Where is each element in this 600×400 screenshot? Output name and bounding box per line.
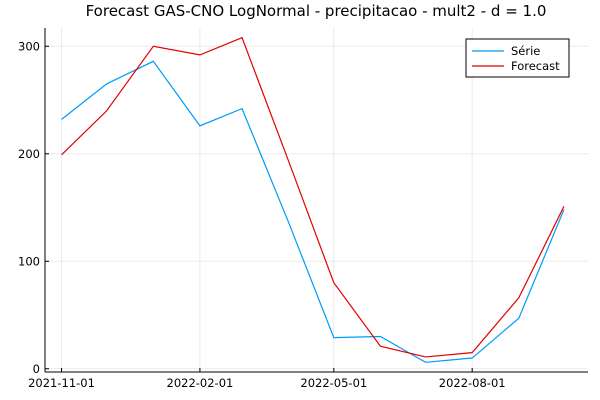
x-tick-label: 2022-08-01 [439,376,506,390]
x-tick-label: 2021-11-01 [28,376,95,390]
legend-label: Série [511,44,540,58]
legend-label: Forecast [511,59,560,73]
legend-box [465,38,570,78]
x-tick-label: 2022-05-01 [300,376,367,390]
axes: 2021-11-01 2022-02-01 2022-05-01 2022-08-01… [18,28,588,390]
series-lines [61,36,565,363]
grid [45,28,588,372]
series-line-s-rie [61,60,565,363]
y-tick-label: 200 [18,147,40,161]
y-tick-label: 100 [18,254,40,268]
chart-title: Forecast GAS-CNO LogNormal - precipitaca… [86,2,547,20]
series-line-forecast [61,36,565,358]
x-tick-label: 2022-02-01 [167,376,234,390]
y-tick-label: 0 [33,362,40,376]
y-tick-label: 300 [18,39,40,53]
